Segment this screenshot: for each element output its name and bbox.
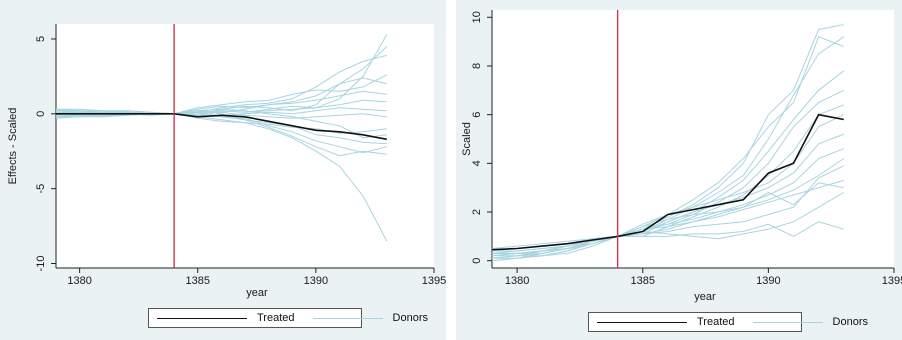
legend-label-treated: Treated [697, 316, 735, 328]
donor-line-14 [492, 192, 845, 259]
y-tick-label: 6 [471, 112, 483, 118]
x-tick-label: 1395 [422, 275, 446, 287]
donor-line-12 [55, 110, 387, 157]
x-axis-title: year [694, 291, 716, 303]
x-axis-title: year [246, 287, 268, 299]
y-tick-label: -10 [35, 256, 47, 272]
y-tick-label: 0 [471, 258, 483, 264]
legend-item-treated: Treated [597, 316, 735, 328]
treated-line [491, 113, 844, 251]
y-tick-label: 5 [35, 36, 47, 42]
scaled-chart-svg: 1380 1385 1390 1395 0 2 4 6 8 10 year Scaled [461, 10, 902, 303]
donor-line-13 [55, 111, 388, 242]
donor-line-15 [491, 179, 844, 257]
y-tick-label: -5 [35, 184, 47, 194]
x-tick-label: 1380 [505, 275, 529, 287]
legend-item-donors: Donors [752, 316, 868, 328]
treated-line [56, 113, 387, 141]
legend-swatch-treated [157, 317, 247, 319]
legend-swatch-donors [752, 321, 823, 323]
legend-label-donors: Donors [832, 316, 868, 328]
y-axis-title: Scaled [461, 122, 473, 156]
x-tick-label: 1390 [304, 275, 328, 287]
legend-item-donors: Donors [312, 312, 428, 324]
y-tick-label: 8 [471, 63, 483, 69]
x-tick-label: 1385 [631, 275, 655, 287]
y-axis-title: Effects - Scaled [7, 108, 19, 185]
chart-panel-scaled: 1380 1385 1390 1395 0 2 4 6 8 10 year Scaled Treate… [456, 0, 902, 340]
y-tick-label: 10 [471, 11, 483, 23]
x-tick-label: 1395 [882, 275, 902, 287]
legend-item-treated: Treated [157, 312, 295, 324]
legend-swatch-treated [597, 321, 687, 323]
chart-panel-effects: 1380 1385 1390 1395 5 0 -5 -10 year Effects - Sca… [0, 0, 446, 340]
legend-swatch-donors [312, 317, 383, 319]
legend: Treated Donors [588, 312, 868, 332]
donor-line-13 [492, 221, 844, 254]
y-tick-label: 0 [35, 111, 47, 117]
donor-line-15 [56, 108, 387, 139]
x-tick-label: 1380 [67, 275, 91, 287]
plot-area [56, 24, 434, 268]
effects-chart-svg: 1380 1385 1390 1395 5 0 -5 -10 year Effects - Sca… [7, 24, 446, 299]
x-tick-label: 1385 [186, 275, 210, 287]
donor-line-11 [492, 182, 844, 252]
legend: Treated Donors [148, 308, 428, 328]
plot-area [492, 10, 894, 268]
donor-line-12 [491, 165, 845, 257]
donor-line-10 [491, 158, 845, 262]
donor-line-14 [56, 74, 388, 115]
y-tick-label: 2 [471, 209, 483, 215]
legend-label-donors: Donors [392, 312, 428, 324]
y-tick-label: 4 [471, 160, 483, 166]
x-tick-label: 1390 [756, 275, 780, 287]
legend-label-treated: Treated [257, 312, 295, 324]
